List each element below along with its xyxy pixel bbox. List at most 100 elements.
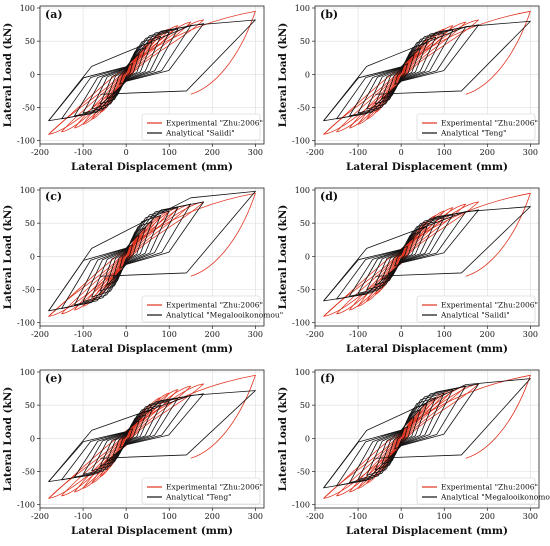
- analytical-series: [48, 19, 256, 122]
- y-tick-label: -50: [297, 468, 310, 477]
- legend-entry: Experimental "Zhu:2006": [441, 119, 538, 128]
- analytical-loop: [323, 24, 480, 122]
- x-tick-label: 100: [437, 330, 452, 339]
- x-axis-label: Lateral Displacement (mm): [346, 161, 508, 173]
- experimental-loop: [61, 21, 192, 133]
- analytical-loop: [357, 32, 445, 114]
- experimental-loop: [336, 21, 467, 133]
- analytical-final-cycle: [323, 20, 531, 122]
- analytical-series: [48, 190, 256, 312]
- y-tick-label: -100: [17, 501, 35, 510]
- x-tick-label: 200: [205, 330, 220, 339]
- x-tick-label: 300: [523, 148, 538, 157]
- y-tick-label: 50: [300, 219, 310, 228]
- y-tick-label: -100: [17, 319, 35, 328]
- y-axis-label: Lateral Load (kN): [277, 387, 289, 492]
- analytical-series: [323, 206, 531, 302]
- analytical-final-cycle: [323, 378, 531, 489]
- series-layer: [323, 374, 531, 499]
- analytical-loop: [48, 23, 205, 122]
- legend-box: [416, 295, 536, 323]
- y-tick-label: -100: [292, 501, 310, 510]
- legend-box: [416, 477, 536, 505]
- legend-entry: Experimental "Zhu:2006": [441, 301, 538, 310]
- x-tick-label: 100: [437, 148, 452, 157]
- analytical-loop: [323, 383, 480, 489]
- legend: Experimental "Zhu:2006"Analytical "Megal…: [141, 295, 283, 323]
- y-tick-label: 100: [20, 186, 35, 195]
- plot-frame: [39, 369, 265, 509]
- chart-panel-4: -200 -100 0 100 200 300 -100 -50 0 50 100 Lateral D…: [277, 186, 540, 355]
- legend: Experimental "Zhu:2006"Analytical "Saiid…: [141, 113, 263, 141]
- y-tick-label: 50: [25, 401, 35, 410]
- x-tick-label: -100: [74, 148, 92, 157]
- y-tick-label: 50: [25, 219, 35, 228]
- experimental-final-cycle: [48, 374, 256, 499]
- legend-entry: Analytical "Megalooikonomou": [440, 493, 550, 502]
- x-tick-label: 100: [162, 148, 177, 157]
- y-tick-label: -100: [292, 137, 310, 146]
- x-axis-label: Lateral Displacement (mm): [71, 525, 233, 537]
- plot-frame: [39, 187, 265, 327]
- y-tick-label: 100: [20, 368, 35, 377]
- legend: Experimental "Zhu:2006"Analytical "Saiid…: [416, 295, 538, 323]
- chart-panel-3: -200 -100 0 100 200 300 -100 -50 0 50 100 Lateral D…: [2, 186, 283, 355]
- x-tick-label: -100: [74, 512, 92, 521]
- chart-panel-5: -200 -100 0 100 200 300 -100 -50 0 50 100 Lateral D…: [2, 368, 265, 537]
- analytical-final-cycle: [48, 190, 256, 312]
- analytical-loop: [48, 393, 205, 483]
- x-axis-label: Lateral Displacement (mm): [71, 343, 233, 355]
- y-axis-label: Lateral Load (kN): [2, 387, 14, 492]
- analytical-loop: [374, 42, 428, 105]
- panel-label: (b): [320, 8, 338, 21]
- analytical-loop: [366, 221, 437, 291]
- x-tick-label: -200: [306, 330, 324, 339]
- legend: Experimental "Zhu:2006"Analytical "Teng": [141, 477, 263, 505]
- analytical-series: [323, 378, 531, 489]
- analytical-loop: [91, 215, 162, 298]
- analytical-loop: [357, 392, 445, 480]
- x-tick-label: -200: [31, 512, 49, 521]
- legend-entry: Analytical "Megalooikonomou": [165, 311, 283, 320]
- panel-label: (a): [45, 8, 63, 21]
- plot-frame: [314, 369, 540, 509]
- x-tick-label: 300: [248, 148, 263, 157]
- analytical-series: [323, 20, 531, 122]
- panel-label: (e): [45, 372, 62, 385]
- x-tick-label: 0: [124, 148, 129, 157]
- experimental-loop: [48, 383, 205, 499]
- analytical-loop: [323, 209, 480, 302]
- analytical-final-cycle: [48, 390, 256, 482]
- chart-panel-2: -200 -100 0 100 200 300 -100 -50 0 50 100 Lateral D…: [277, 4, 540, 173]
- x-tick-label: 0: [399, 330, 404, 339]
- y-tick-label: -50: [22, 104, 35, 113]
- y-tick-label: -50: [22, 468, 35, 477]
- analytical-loop: [82, 210, 170, 303]
- x-tick-label: -200: [306, 148, 324, 157]
- x-tick-label: 0: [124, 330, 129, 339]
- legend: Experimental "Zhu:2006"Analytical "Teng": [416, 113, 538, 141]
- analytical-loop: [349, 29, 454, 117]
- x-tick-label: 100: [162, 512, 177, 521]
- x-tick-label: -100: [74, 330, 92, 339]
- series-layer: [48, 374, 256, 499]
- panel-label: (c): [45, 190, 62, 203]
- x-tick-label: -100: [349, 512, 367, 521]
- x-tick-label: -100: [349, 148, 367, 157]
- y-tick-label: 100: [20, 4, 35, 13]
- x-tick-label: 200: [205, 148, 220, 157]
- analytical-loop: [366, 36, 437, 110]
- analytical-loop: [99, 409, 153, 467]
- y-tick-label: -100: [292, 319, 310, 328]
- y-tick-label: 50: [300, 37, 310, 46]
- x-tick-label: -200: [31, 330, 49, 339]
- analytical-loop: [82, 400, 170, 475]
- y-tick-label: 0: [30, 434, 35, 443]
- x-tick-label: -200: [306, 512, 324, 521]
- x-axis-label: Lateral Displacement (mm): [346, 343, 508, 355]
- y-tick-label: 0: [305, 252, 310, 261]
- y-tick-label: 100: [295, 368, 310, 377]
- x-tick-label: 200: [480, 330, 495, 339]
- x-tick-label: -200: [31, 148, 49, 157]
- y-tick-label: 0: [305, 434, 310, 443]
